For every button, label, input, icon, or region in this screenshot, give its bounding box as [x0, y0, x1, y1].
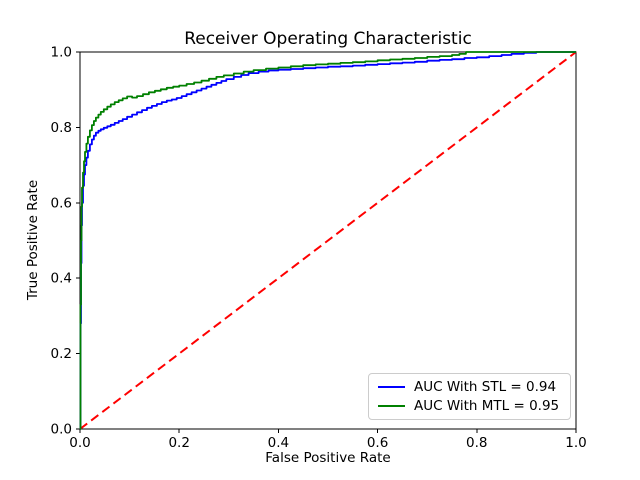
y-tick-label: 0.6	[51, 195, 72, 211]
y-axis-label: True Positive Rate	[25, 180, 41, 301]
legend-line-swatch	[378, 405, 405, 407]
legend-label: AUC With STL = 0.94	[414, 379, 557, 395]
legend-entry-mtl: AUC With MTL = 0.95	[378, 398, 563, 414]
y-tick-label: 1.0	[51, 45, 72, 61]
stl-roc-curve	[79, 51, 576, 430]
x-tick-label: 0.2	[168, 435, 189, 451]
tick-labels: 0.0 0.2 0.4 0.6 0.8 1.0 0.0 0.2 0.4 0.6 0.8 1.0	[51, 45, 587, 452]
tick-marks	[76, 51, 577, 433]
chart-title: Receiver Operating Characteristic	[184, 29, 472, 49]
mtl-roc-curve	[79, 51, 576, 430]
y-tick-label: 0.0	[51, 422, 72, 438]
y-tick-label: 0.2	[51, 346, 72, 362]
legend-line-swatch	[378, 386, 405, 388]
x-tick-label: 0.0	[69, 435, 90, 451]
chance-diagonal-line	[79, 51, 577, 430]
y-tick-label: 0.8	[51, 120, 72, 136]
legend-label: AUC With MTL = 0.95	[414, 398, 560, 414]
legend-entry-stl: AUC With STL = 0.94	[378, 379, 563, 395]
legend: AUC With STL = 0.94 AUC With MTL = 0.95	[368, 373, 571, 420]
x-tick-label: 1.0	[565, 435, 586, 451]
x-tick-label: 0.8	[466, 435, 487, 451]
x-tick-label: 0.4	[268, 435, 289, 451]
plot-border	[79, 51, 577, 430]
y-tick-label: 0.4	[51, 271, 72, 287]
x-tick-label: 0.6	[367, 435, 388, 451]
x-axis-label: False Positive Rate	[265, 450, 390, 466]
